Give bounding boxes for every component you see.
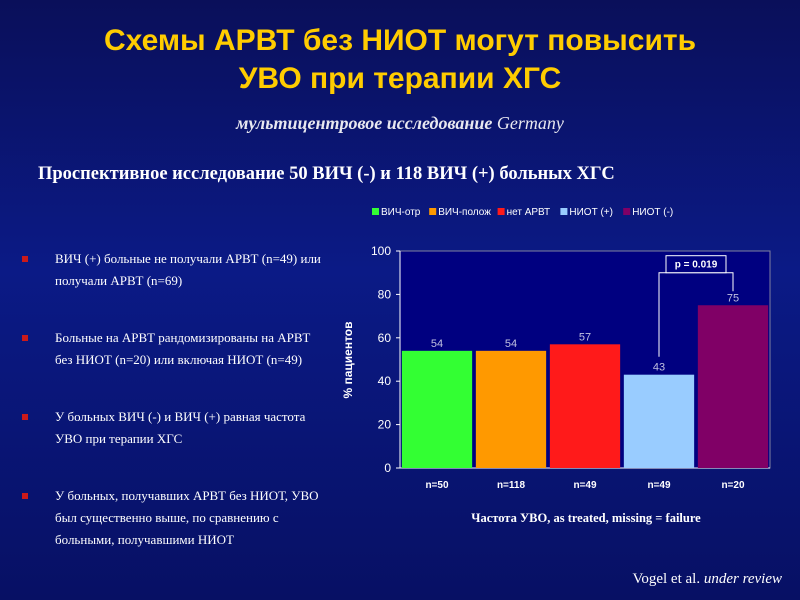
bullet-list: ВИЧ (+) больные не получали АРВТ (n=49) …	[22, 248, 322, 586]
bar-5	[697, 305, 769, 468]
citation-status: under review	[703, 571, 782, 587]
bar-value-label: 57	[579, 331, 591, 343]
legend-label: нет АРВТ	[507, 207, 551, 218]
legend-label: НИОТ (+)	[569, 207, 613, 218]
bullet-item: Больные на АРВТ рандомизированы на АРВТ …	[22, 327, 322, 371]
x-tick-label: n=50	[425, 480, 449, 491]
slide-subtitle: мультицентровое исследование Germany	[0, 113, 800, 134]
bullet-marker-icon	[22, 493, 28, 499]
bar-3	[549, 344, 621, 468]
legend-swatch	[560, 208, 568, 215]
y-tick-label: 0	[384, 461, 391, 475]
title-line-1: Схемы АРВТ без НИОТ могут повысить	[103, 24, 697, 57]
legend-label: ВИЧ-полож	[438, 207, 491, 218]
x-tick-label: n=49	[647, 480, 671, 491]
legend-swatch	[372, 208, 379, 215]
plot-area: 0 20 40 60 80 100 54 n=50 54 n=118 57 n=49 43 n=49 75 n…	[371, 244, 771, 491]
p-value-label: p = 0.019	[675, 260, 718, 271]
legend-swatch	[623, 208, 631, 215]
subtitle-country: Germany	[496, 113, 564, 133]
bar-chart: ВИЧ-отр ВИЧ-полож нет АРВТ НИОТ (+) НИОТ (-)…	[341, 207, 771, 525]
y-tick-label: 100	[371, 244, 391, 258]
y-tick-label: 80	[378, 287, 392, 301]
title-line-2: УВО при терапии ХГС	[238, 62, 562, 95]
y-tick-label: 60	[378, 331, 392, 345]
bullet-marker-icon	[22, 335, 28, 341]
study-description: Проспективное исследование 50 ВИЧ (-) и …	[38, 164, 615, 184]
bullet-item: У больных ВИЧ (-) и ВИЧ (+) равная часто…	[22, 406, 322, 450]
legend-swatch	[429, 208, 437, 215]
p-value-box	[665, 255, 727, 274]
bar-4	[623, 374, 695, 468]
bullet-item: У больных, получавших АРВТ без НИОТ, УВО…	[22, 485, 322, 551]
bar-value-label: 54	[505, 338, 517, 350]
bullet-text: У больных, получавших АРВТ без НИОТ, УВО…	[55, 488, 319, 547]
bullet-marker-icon	[22, 256, 28, 262]
citation-author: Vogel et al.	[632, 571, 701, 587]
legend-label: НИОТ (-)	[632, 207, 673, 218]
bullet-text: ВИЧ (+) больные не получали АРВТ (n=49) …	[55, 251, 321, 288]
slide-title: Схемы АРВТ без НИОТ могут повысить УВО п…	[0, 22, 800, 98]
x-tick-label: n=20	[721, 480, 745, 491]
y-tick-label: 20	[378, 418, 392, 432]
y-tick-label: 40	[378, 374, 392, 388]
bullet-text: Больные на АРВТ рандомизированы на АРВТ …	[55, 330, 311, 367]
x-tick-label: n=49	[573, 480, 597, 491]
bullet-marker-icon	[22, 414, 28, 420]
y-axis-label: % пациентов	[341, 321, 355, 398]
bullet-item: ВИЧ (+) больные не получали АРВТ (n=49) …	[22, 248, 322, 292]
bar-value-label: 43	[653, 362, 665, 374]
chart-legend: ВИЧ-отр ВИЧ-полож нет АРВТ НИОТ (+) НИОТ (-)	[372, 207, 673, 218]
bullet-text: У больных ВИЧ (-) и ВИЧ (+) равная часто…	[55, 409, 306, 446]
bar-value-label: 54	[431, 338, 443, 350]
bar-2	[475, 350, 547, 468]
subtitle-text: мультицентровое исследование	[236, 113, 493, 133]
bar-value-label: 75	[727, 292, 739, 304]
citation: Vogel et al. under review	[632, 571, 782, 588]
legend-label: ВИЧ-отр	[381, 207, 421, 218]
x-axis-label: Частота УВО, as treated, missing = failu…	[471, 511, 701, 525]
legend-swatch	[497, 208, 505, 215]
x-tick-label: n=118	[497, 480, 526, 491]
bar-1	[401, 350, 473, 468]
